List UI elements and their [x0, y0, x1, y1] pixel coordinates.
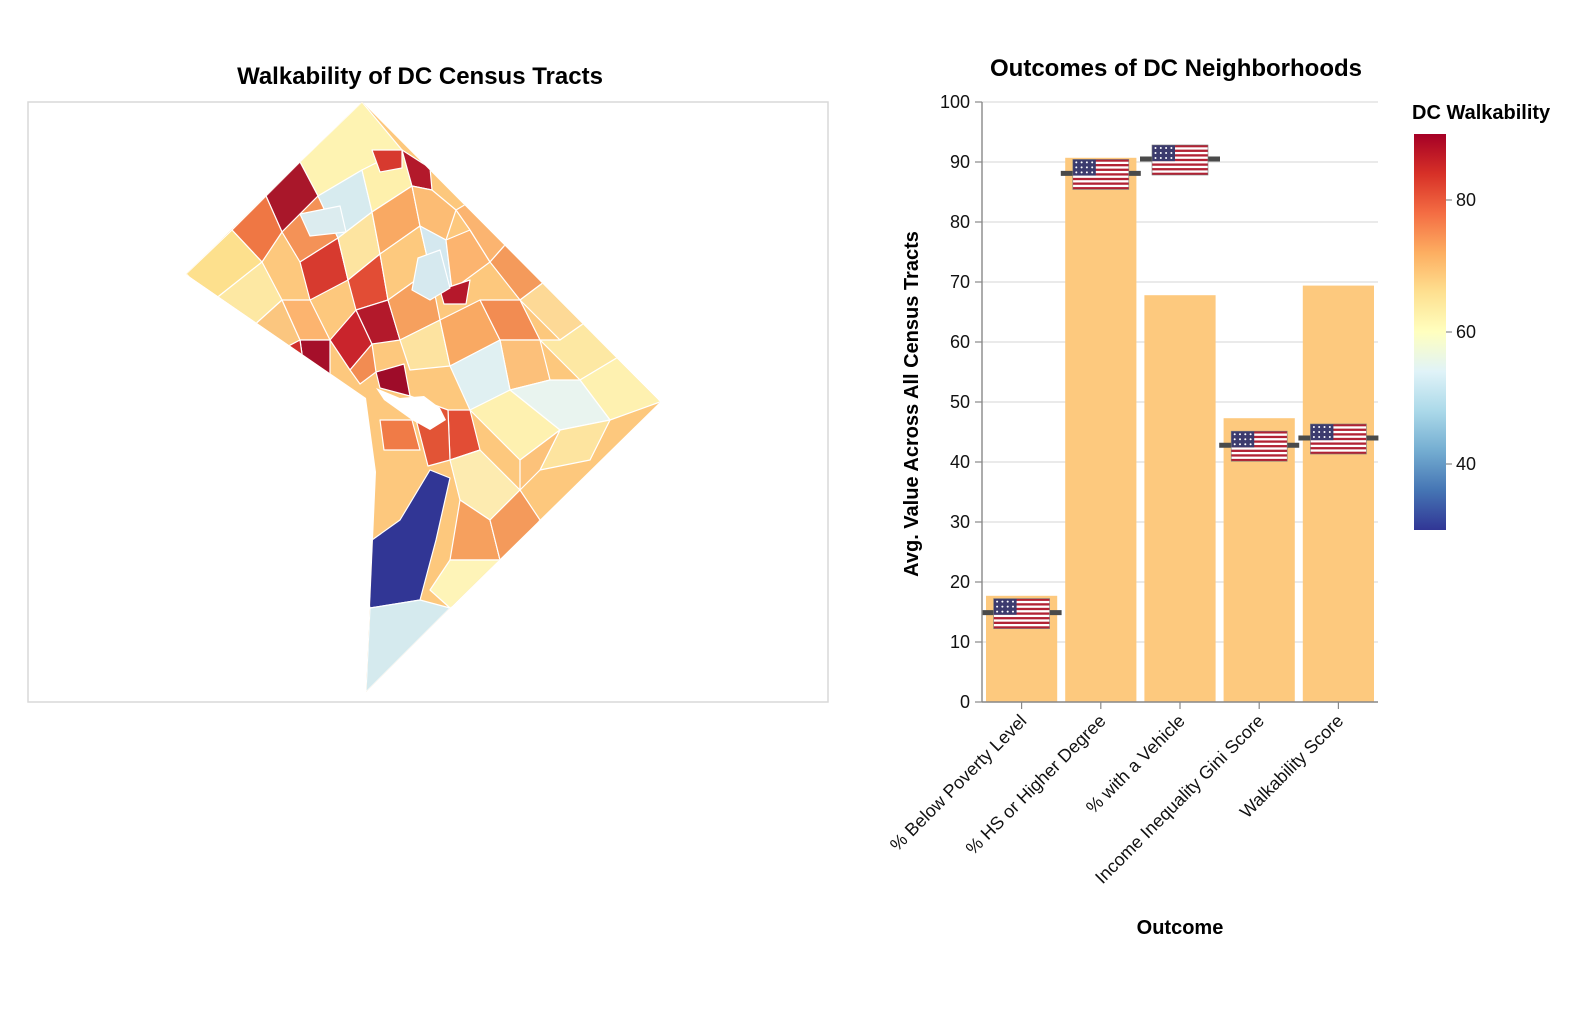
x-axis: % Below Poverty Level% HS or Higher Degr… [886, 701, 1378, 888]
us-flag-icon [1230, 430, 1288, 462]
us-average-marker [1140, 144, 1220, 176]
us-flag-icon [1310, 423, 1367, 455]
us-average-marker [981, 598, 1062, 629]
bar [1144, 295, 1216, 702]
x-tick-label: % Below Poverty Level [886, 711, 1030, 855]
y-tick-label: 90 [950, 152, 970, 172]
y-tick-label: 60 [950, 332, 970, 352]
dc-tract-map [186, 102, 660, 692]
us-average-marker [1219, 430, 1300, 462]
x-tick-label: % HS or Higher Degree [962, 711, 1110, 859]
tract [439, 279, 471, 305]
legend-tick-label: 40 [1456, 454, 1476, 474]
chart-title: Outcomes of DC Neighborhoods [990, 55, 1362, 82]
river [376, 388, 446, 430]
y-axis-title: Avg. Value Across All Census Tracts [901, 231, 923, 577]
bar [1302, 285, 1374, 702]
tract [261, 339, 309, 397]
legend-tick-label: 80 [1456, 190, 1476, 210]
map-frame [27, 101, 829, 703]
y-tick-label: 20 [950, 572, 970, 592]
tract [371, 149, 403, 173]
y-tick-label: 0 [960, 692, 970, 712]
tract [299, 339, 331, 397]
legend-gradient [1414, 134, 1446, 530]
legend-tick-label: 60 [1456, 322, 1476, 342]
color-legend: DC Walkability 40 60 80 [1412, 102, 1551, 530]
us-average-markers [981, 144, 1379, 629]
x-axis-title: Outcome [1137, 917, 1224, 939]
y-tick-label: 40 [950, 452, 970, 472]
tract [519, 429, 561, 491]
y-tick-label: 100 [940, 92, 970, 112]
us-average-marker [1298, 423, 1379, 455]
bar-chart: 0 10 20 30 40 50 60 70 80 90 100 % Below Poverty L… [886, 92, 1379, 888]
us-flag-icon [993, 598, 1050, 629]
y-tick-label: 10 [950, 632, 970, 652]
y-tick-label: 30 [950, 512, 970, 532]
us-average-marker [1060, 159, 1141, 190]
x-tick-label: Income Inequality Gini Score [1091, 711, 1268, 888]
tract [299, 205, 347, 237]
y-tick-label: 70 [950, 272, 970, 292]
y-tick-label: 50 [950, 392, 970, 412]
y-axis: 0 10 20 30 40 50 60 70 80 90 100 [940, 92, 983, 712]
map-title: Walkability of DC Census Tracts [237, 63, 603, 90]
tract [411, 249, 451, 301]
tract [365, 599, 451, 692]
bar [1065, 157, 1137, 703]
us-flag-icon [1151, 144, 1209, 176]
bar [1223, 418, 1295, 702]
river [344, 548, 364, 584]
tract [379, 419, 421, 451]
y-tick-label: 80 [950, 212, 970, 232]
legend-title: DC Walkability [1412, 102, 1551, 124]
us-flag-icon [1072, 159, 1130, 190]
tract [411, 185, 457, 241]
tract [349, 343, 377, 385]
